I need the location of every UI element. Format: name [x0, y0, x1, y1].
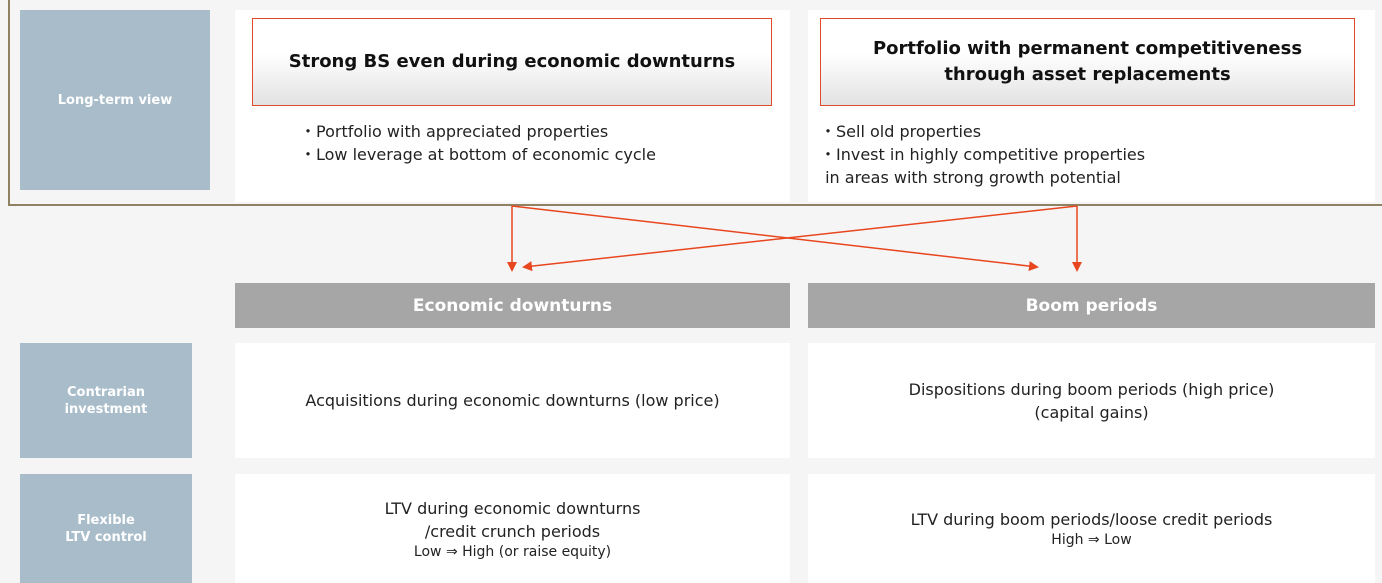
frame	[8, 0, 1382, 206]
header-text: Economic downturns	[412, 295, 613, 316]
cell-text: /credit crunch periods	[424, 521, 601, 541]
bullets: ・Sell old properties ・Invest in highly co…	[820, 120, 1145, 189]
label-text: investment	[64, 401, 148, 417]
column-header: Boom periods	[808, 283, 1375, 328]
cell-note: High ⇒ Low	[1051, 532, 1132, 548]
bullet: ・Portfolio with appreciated properties	[300, 122, 609, 141]
title-text: through asset replacements	[944, 64, 1231, 85]
cell-note: Low ⇒ High (or raise equity)	[413, 543, 612, 560]
label-text: LTV control	[65, 529, 147, 545]
title-box: Portfolio with permanent competitiveness…	[820, 18, 1355, 106]
bullets: ・Portfolio with appreciated properties ・L…	[300, 120, 656, 166]
bullet: in areas with strong growth potential	[820, 168, 1121, 187]
row-label: Long-term view	[20, 10, 210, 190]
cell-text: LTV during boom periods/loose credit per…	[910, 510, 1273, 529]
bullet: ・Low leverage at bottom of economic cycl…	[300, 145, 656, 164]
cell-text: (capital gains)	[1034, 402, 1149, 422]
bullet: ・Invest in highly competitive properties	[820, 145, 1146, 164]
title-text: Portfolio with permanent competitiveness	[872, 38, 1303, 59]
cell-text: Dispositions during boom periods (high p…	[908, 379, 1275, 399]
cell: Dispositions during boom periods (high p…	[808, 343, 1375, 458]
cell: LTV during boom periods/loose credit per…	[808, 474, 1375, 583]
arrow	[522, 205, 1078, 272]
header-text: Boom periods	[1025, 295, 1158, 316]
bullet: ・Sell old properties	[820, 122, 982, 141]
title-box: Strong BS even during economic downturns	[252, 18, 772, 106]
label-text: Long-term view	[57, 92, 173, 108]
cell-text: LTV during economic downturns	[384, 498, 641, 518]
title-text: Strong BS even during economic downturns	[288, 51, 736, 72]
cell-text: Acquisitions during economic downturns (…	[305, 391, 720, 410]
label-text: Contrarian	[66, 384, 146, 400]
label-text: Flexible	[77, 512, 135, 528]
arrow	[511, 205, 1039, 272]
column-header: Economic downturns	[235, 283, 790, 328]
cell: Acquisitions during economic downturns (…	[235, 343, 790, 458]
row-label: Flexible LTV control	[20, 474, 192, 583]
cell: LTV during economic downturns/credit cru…	[235, 474, 790, 583]
row-label: Contrarian investment	[20, 343, 192, 458]
